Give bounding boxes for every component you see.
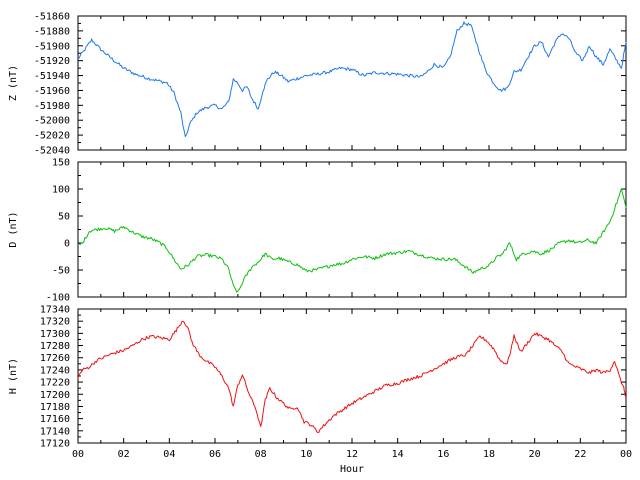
x-tick-label: 00 — [620, 449, 632, 460]
d-y-tick-label: 50 — [58, 212, 70, 223]
z-y-tick-label: -51920 — [34, 56, 70, 67]
h-y-tick-label: 17180 — [40, 402, 70, 413]
h-y-tick-label: 17220 — [40, 378, 70, 389]
x-tick-label: 14 — [392, 449, 404, 460]
d-series-line — [77, 188, 627, 293]
d-y-tick-label: -100 — [46, 293, 70, 304]
chart-panels: -51860 -51880 -51900 -51920 -51940 -51960 -519… — [8, 12, 632, 476]
h-y-tick-label: 17140 — [40, 426, 70, 437]
x-tick-label: 20 — [529, 449, 541, 460]
h-y-tick-label: 17240 — [40, 365, 70, 376]
d-y-tick-label: 0 — [64, 239, 70, 250]
h-y-tick-label: 17260 — [40, 353, 70, 364]
z-y-tick-label: -52020 — [34, 131, 70, 142]
z-y-tick-label: -52040 — [34, 146, 70, 157]
h-y-tick-label: 17300 — [40, 329, 70, 340]
x-tick-label: 00 — [72, 449, 84, 460]
x-axis-title: Hour — [340, 464, 364, 475]
x-tick-label: 22 — [574, 449, 586, 460]
h-y-tick-label: 17120 — [40, 439, 70, 450]
x-tick-label: 16 — [437, 449, 449, 460]
d-y-tick-label: 100 — [52, 185, 70, 196]
x-tick-label: 12 — [346, 449, 358, 460]
d-y-axis-title: D (nT) — [8, 211, 19, 247]
d-panel: 150 100 50 0 -50 -100 D (nT) — [8, 158, 627, 304]
z-y-tick-label: -51900 — [34, 41, 70, 52]
z-y-tick-label: -51880 — [34, 26, 70, 37]
x-tick-label: 04 — [163, 449, 175, 460]
x-tick-label: 18 — [483, 449, 495, 460]
z-y-tick-label: -51860 — [34, 12, 70, 23]
h-y-tick-label: 17200 — [40, 390, 70, 401]
z-plot-frame — [77, 15, 627, 151]
h-series-line — [77, 320, 627, 434]
z-y-tick-label: -51940 — [34, 71, 70, 82]
x-tick-label: 10 — [300, 449, 312, 460]
h-y-tick-label: 17320 — [40, 317, 70, 328]
h-y-tick-label: 17280 — [40, 341, 70, 352]
d-y-tick-label: -50 — [52, 266, 70, 277]
x-tick-label: 02 — [118, 449, 130, 460]
z-y-tick-label: -51960 — [34, 86, 70, 97]
h-y-tick-label: 17340 — [40, 305, 70, 316]
z-series-line — [77, 21, 627, 137]
z-y-tick-label: -52000 — [34, 116, 70, 127]
d-y-tick-label: 150 — [52, 158, 70, 169]
h-plot-frame — [77, 308, 627, 444]
z-y-axis-title: Z (nT) — [8, 65, 19, 101]
h-y-tick-label: 17160 — [40, 414, 70, 425]
z-panel: -51860 -51880 -51900 -51920 -51940 -51960 -519… — [8, 12, 627, 157]
z-y-tick-label: -51980 — [34, 101, 70, 112]
x-tick-label: 06 — [209, 449, 221, 460]
h-y-axis-title: H (nT) — [8, 358, 19, 394]
x-tick-label: 08 — [255, 449, 267, 460]
d-plot-frame — [77, 161, 627, 298]
